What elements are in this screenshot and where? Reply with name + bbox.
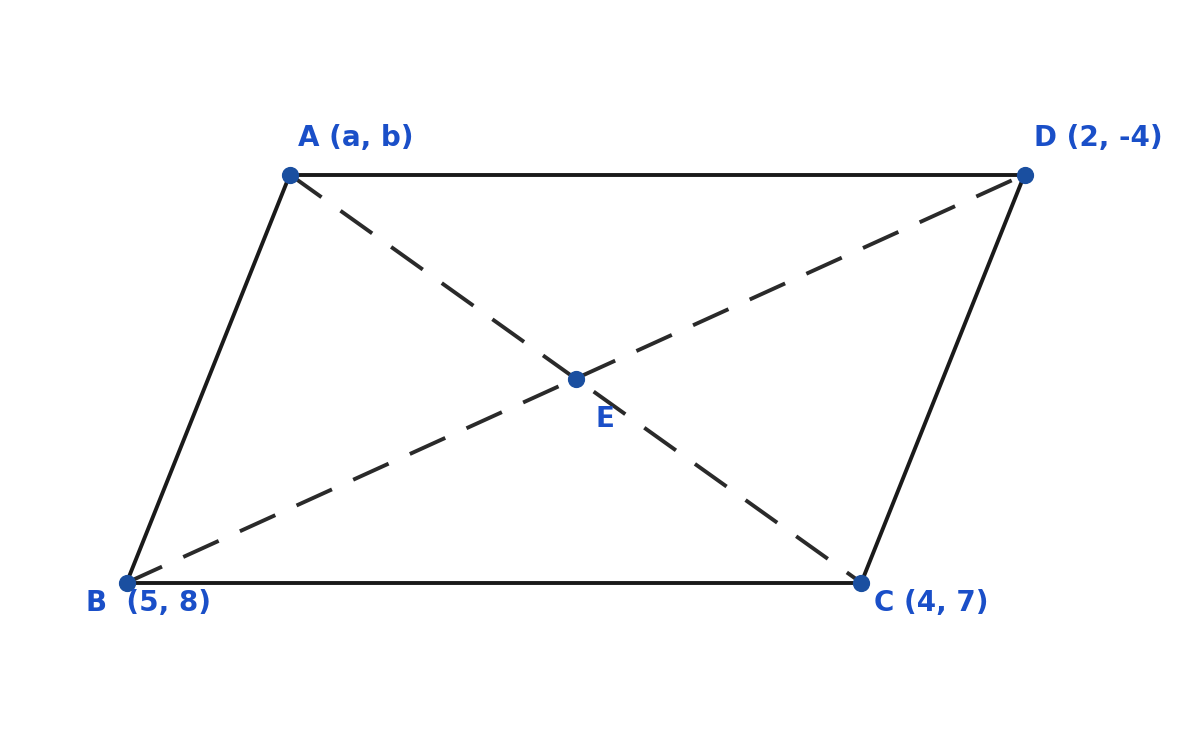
Point [1015, 169, 1034, 181]
Point [118, 576, 137, 588]
Text: E: E [596, 405, 614, 433]
Text: A (a, b): A (a, b) [298, 124, 414, 152]
Point [852, 576, 871, 588]
Point [566, 373, 586, 385]
Text: D (2, -4): D (2, -4) [1034, 124, 1163, 152]
Point [281, 169, 300, 181]
Text: C (4, 7): C (4, 7) [874, 589, 988, 617]
Text: B  (5, 8): B (5, 8) [85, 589, 211, 617]
